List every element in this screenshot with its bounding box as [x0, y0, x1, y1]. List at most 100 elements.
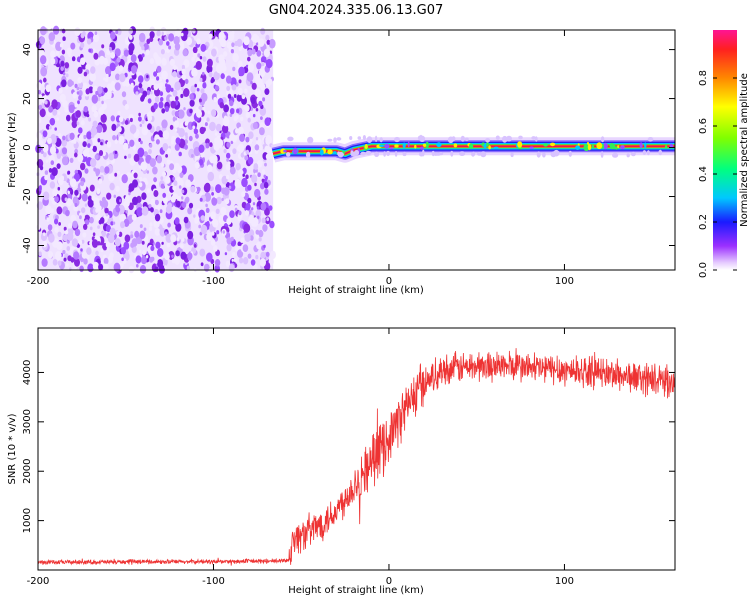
noise-blob [146, 38, 151, 44]
noise-blob [242, 257, 249, 265]
noise-blob [74, 228, 81, 237]
noise-blob [48, 125, 52, 130]
noise-blob [175, 137, 181, 145]
noise-blob [199, 248, 206, 257]
noise-blob [88, 48, 92, 53]
noise-blob [74, 152, 78, 158]
track-fringe [658, 149, 663, 156]
noise-blob [47, 224, 53, 231]
noise-blob [56, 241, 63, 251]
noise-blob [133, 172, 138, 179]
noise-blob [214, 132, 218, 136]
noise-blob [181, 87, 184, 91]
noise-blob [74, 258, 80, 267]
noise-blob [251, 48, 256, 55]
track-fringe [374, 135, 378, 142]
track-blob [639, 142, 643, 149]
noise-blob [85, 63, 91, 72]
noise-blob [175, 200, 181, 208]
noise-blob [200, 215, 205, 221]
noise-blob [264, 117, 271, 126]
noise-blob [176, 237, 180, 242]
noise-blob [104, 207, 109, 214]
noise-blob [172, 185, 177, 191]
noise-blob [172, 176, 176, 181]
noise-blob [80, 32, 85, 39]
noise-blob [190, 185, 196, 193]
noise-blob [251, 82, 257, 90]
noise-blob [92, 232, 96, 236]
colorbar-tick-label: 0.2 [698, 214, 709, 230]
noise-blob [225, 260, 231, 268]
noise-blob [181, 64, 185, 70]
noise-blob [89, 72, 96, 82]
noise-blob [259, 106, 267, 116]
noise-blob [202, 56, 207, 62]
noise-blob [264, 162, 267, 167]
noise-blob [170, 195, 176, 203]
noise-blob [227, 93, 232, 99]
track-fringe [480, 151, 487, 158]
noise-blob [124, 103, 129, 110]
track-fringe [287, 136, 294, 142]
noise-blob [264, 88, 270, 95]
track-blob [543, 143, 548, 147]
noise-blob [36, 82, 42, 90]
noise-blob [83, 134, 87, 140]
noise-blob [40, 26, 47, 36]
noise-blob [84, 203, 88, 207]
noise-blob [215, 123, 222, 132]
noise-blob [83, 258, 88, 265]
track-blob [436, 142, 442, 148]
noise-blob [186, 265, 191, 271]
noise-blob [86, 247, 92, 255]
noise-blob [178, 127, 185, 138]
noise-blob [96, 188, 101, 195]
noise-blob [81, 193, 88, 202]
noise-blob [45, 205, 52, 215]
noise-blob [49, 117, 56, 126]
noise-blob [100, 113, 107, 123]
noise-blob [57, 177, 64, 186]
noise-blob [211, 109, 217, 117]
noise-blob [213, 96, 218, 103]
noise-blob [85, 148, 90, 154]
noise-blob [269, 50, 273, 55]
noise-blob [175, 96, 179, 101]
snr-y-axis-label: SNR (10 * v/v) [7, 413, 18, 484]
noise-blob [199, 126, 205, 135]
noise-blob [254, 144, 260, 151]
noise-blob [58, 133, 62, 137]
noise-blob [226, 152, 231, 159]
noise-blob [38, 94, 43, 101]
noise-blob [142, 250, 147, 256]
noise-blob [175, 66, 178, 70]
noise-blob [77, 100, 80, 105]
noise-blob [236, 108, 240, 114]
noise-blob [63, 257, 67, 262]
noise-blob [118, 135, 125, 145]
noise-blob [216, 161, 223, 170]
noise-blob [164, 265, 167, 269]
noise-blob [116, 231, 120, 236]
noise-blob [113, 194, 117, 198]
noise-blob [215, 208, 220, 214]
noise-blob [268, 205, 273, 211]
noise-blob [107, 83, 111, 88]
noise-blob [241, 191, 246, 198]
noise-blob [48, 32, 56, 42]
noise-blob [184, 132, 188, 137]
track-blob [420, 146, 424, 150]
noise-blob [47, 137, 52, 145]
noise-blob [97, 138, 101, 143]
noise-blob [253, 163, 259, 170]
noise-blob [256, 62, 262, 70]
noise-blob [115, 30, 119, 35]
noise-blob [118, 65, 124, 72]
snr-x-ticks: -200 -100 0 100 [27, 328, 574, 587]
noise-blob [202, 82, 207, 89]
noise-blob [67, 170, 71, 175]
noise-blob [245, 202, 251, 211]
noise-blob [222, 230, 226, 234]
noise-blob [248, 131, 254, 139]
